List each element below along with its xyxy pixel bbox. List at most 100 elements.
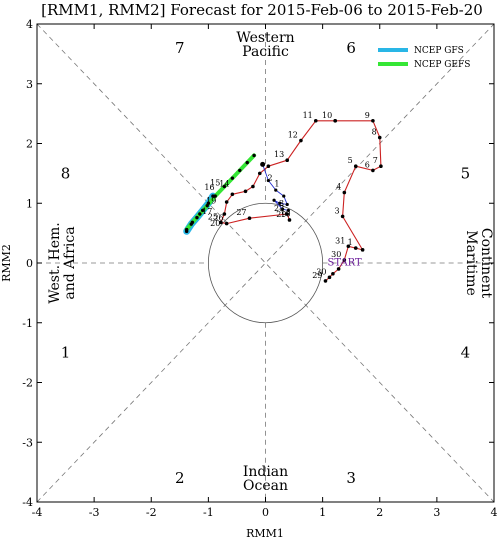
gfs-point xyxy=(195,215,199,220)
gefs-point xyxy=(252,153,256,158)
x-tick-label: 0 xyxy=(262,506,269,519)
phase-number: 7 xyxy=(175,39,185,57)
observed-point xyxy=(266,164,271,169)
observed-point xyxy=(333,118,337,123)
region-label-left: West. Hem. xyxy=(47,222,63,303)
gfs-point xyxy=(184,229,189,234)
observed-point xyxy=(346,244,351,249)
observed-point xyxy=(336,267,341,271)
y-tick-label: -3 xyxy=(22,436,33,449)
region-label-bottom: Ocean xyxy=(243,478,288,494)
observed-point xyxy=(353,164,358,169)
phase-number: 8 xyxy=(61,164,71,182)
observed-point xyxy=(230,192,235,197)
region-label-left: and Africa xyxy=(62,226,78,299)
forecast-point xyxy=(274,188,278,192)
diagonal-guide xyxy=(36,23,495,503)
forecast-point xyxy=(266,178,270,183)
gefs-point xyxy=(245,160,249,165)
observed-point-label: 7 xyxy=(373,156,378,165)
legend-label: NCEP GEFS xyxy=(414,60,470,70)
region-label-bottom: Indian xyxy=(243,464,288,480)
observed-point xyxy=(379,164,383,169)
gfs-point xyxy=(189,222,193,226)
region-label-top: Western xyxy=(236,30,294,46)
diagonal-guide xyxy=(36,23,495,503)
region-label-right: Maritime xyxy=(463,230,479,296)
observed-point xyxy=(257,171,262,176)
y-tick-label: 1 xyxy=(26,197,33,210)
gfs-point xyxy=(200,208,205,213)
observed-point-label: 8 xyxy=(372,128,377,137)
forecast-point xyxy=(278,201,282,205)
observed-point xyxy=(323,279,328,283)
observed-point xyxy=(371,168,375,173)
forecast-point xyxy=(286,208,290,213)
forecast-start-marker xyxy=(260,161,266,167)
forecast-point-label: 16 xyxy=(204,183,214,192)
x-tick-label: -4 xyxy=(32,506,43,519)
phase-guides xyxy=(36,23,495,503)
phase-number: 4 xyxy=(461,344,471,362)
forecast-point-label: 17 xyxy=(202,207,212,216)
gefs-point xyxy=(238,168,242,173)
x-axis-label: RMM1 xyxy=(246,527,284,540)
forecast-point-label: 3 xyxy=(279,199,284,208)
forecast-point-label: 2 xyxy=(268,174,273,183)
y-tick-label: -1 xyxy=(22,317,33,330)
observed-point xyxy=(243,189,248,194)
forecast-point xyxy=(285,202,289,207)
observed-point xyxy=(342,190,347,195)
observed-point-label: 3 xyxy=(335,206,340,215)
observed-point xyxy=(299,138,303,143)
observed-point-label: 28 xyxy=(274,204,284,213)
legend: NCEP GFS NCEP GEFS xyxy=(378,46,470,70)
observed-point xyxy=(353,246,358,250)
observed-point xyxy=(342,258,347,262)
observed-point xyxy=(287,218,292,222)
observed-point xyxy=(285,158,290,163)
x-tick-label: 4 xyxy=(491,506,498,519)
observed-point-label: 26 xyxy=(213,214,223,223)
x-tick-label: -3 xyxy=(89,506,100,519)
observed-point-label: 11 xyxy=(303,111,313,120)
observed-point xyxy=(331,271,335,276)
forecast-point xyxy=(282,194,286,198)
gfs-point xyxy=(211,194,215,198)
observed-point-label: 12 xyxy=(288,131,298,140)
x-tick-label: 3 xyxy=(433,506,440,519)
forecast-point-label: 14 xyxy=(219,180,229,189)
observed-point xyxy=(222,212,227,216)
observed-point xyxy=(285,212,290,216)
forecast-point-label: 19 xyxy=(206,196,216,205)
phase-number: 1 xyxy=(61,344,71,362)
observed-point xyxy=(360,248,365,252)
observed-point-label: 27 xyxy=(236,208,246,217)
forecast-point xyxy=(272,198,276,202)
observed-point-label: 1 xyxy=(348,238,353,247)
observed-point xyxy=(224,200,229,204)
phase-number: 5 xyxy=(461,164,471,182)
x-tick-label: 2 xyxy=(376,506,383,519)
observed-point xyxy=(340,214,345,219)
observed-point-label: 31 xyxy=(335,236,345,245)
observed-point-label: 9 xyxy=(365,111,370,120)
phase-number: 2 xyxy=(175,469,185,487)
x-tick-label: 1 xyxy=(319,506,326,519)
y-axis-label: RMM2 xyxy=(0,244,13,282)
start-label: START xyxy=(327,257,362,268)
y-tick-label: -4 xyxy=(22,496,33,509)
legend-label: NCEP GFS xyxy=(414,46,464,56)
observed-point-label: 25 xyxy=(208,212,218,221)
observed-point xyxy=(327,275,332,280)
chart-title: [RMM1, RMM2] Forecast for 2015-Feb-06 to… xyxy=(41,1,483,19)
phase-number: 3 xyxy=(346,469,356,487)
gefs-point xyxy=(230,176,235,180)
observed-point-label: 5 xyxy=(348,156,353,165)
observed-point-label: 6 xyxy=(365,160,370,169)
region-label-top: Pacific xyxy=(242,44,289,60)
